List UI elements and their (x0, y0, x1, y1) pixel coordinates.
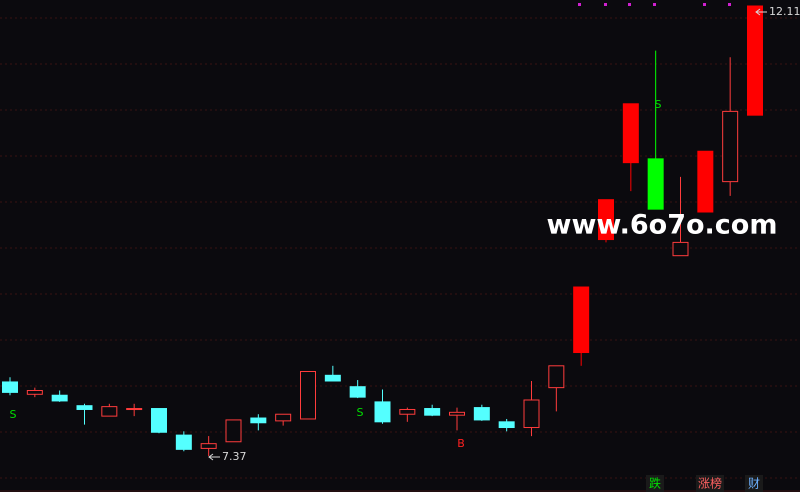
candle-body (225, 419, 242, 443)
candle-body (722, 110, 739, 183)
candle-body (598, 199, 614, 241)
top-dots (578, 3, 731, 6)
candle-body (250, 417, 267, 424)
tab[interactable]: 涨榜 (698, 476, 722, 491)
candle-body (672, 241, 689, 257)
candle-body (747, 5, 763, 116)
candle-body (151, 408, 167, 433)
candle-body (126, 408, 143, 411)
watermark: www.6o7o.com (547, 210, 778, 241)
candle-body (399, 408, 416, 415)
candle-body (51, 394, 68, 402)
dot (604, 3, 607, 6)
candle-body (324, 374, 341, 382)
dot (703, 3, 706, 6)
candle-body (200, 443, 217, 449)
annotation: 12.11 (769, 5, 800, 18)
annotation: 7.37 (222, 450, 247, 463)
arrow (755, 8, 767, 16)
candle-body (473, 407, 490, 421)
candle-body (548, 365, 565, 389)
candle-body (26, 389, 43, 395)
tab-bg (646, 475, 664, 492)
background-grid (0, 17, 800, 479)
candle-body (697, 150, 714, 213)
candle-body (76, 405, 93, 410)
candle-body (275, 413, 292, 422)
tab-bg (745, 475, 763, 492)
candle-body (449, 411, 465, 416)
candle-body (498, 421, 515, 429)
annotation: S (10, 408, 17, 421)
candle-body (573, 286, 590, 354)
arrow (208, 453, 220, 461)
tab[interactable]: 财 (748, 477, 760, 491)
annotation: B (457, 437, 465, 450)
tab-bg (696, 475, 724, 492)
dot (578, 3, 581, 6)
candle-body (175, 434, 192, 450)
candle-body (647, 158, 664, 210)
candle-body (374, 401, 391, 423)
candles (2, 5, 763, 456)
candle-body (523, 399, 540, 429)
candle-body (349, 386, 366, 398)
dot (653, 3, 656, 6)
annotations: S S B S 7.37 12.11 (10, 5, 800, 463)
candle-body (2, 381, 18, 393)
annotation: S (357, 406, 364, 419)
tab[interactable]: 跌 (649, 476, 661, 491)
candle-body (300, 371, 316, 420)
dot (728, 3, 731, 6)
candle-body (424, 408, 441, 416)
dot (628, 3, 631, 6)
annotation: S (655, 98, 662, 111)
candle-body (101, 406, 118, 417)
candle-body (622, 103, 639, 164)
